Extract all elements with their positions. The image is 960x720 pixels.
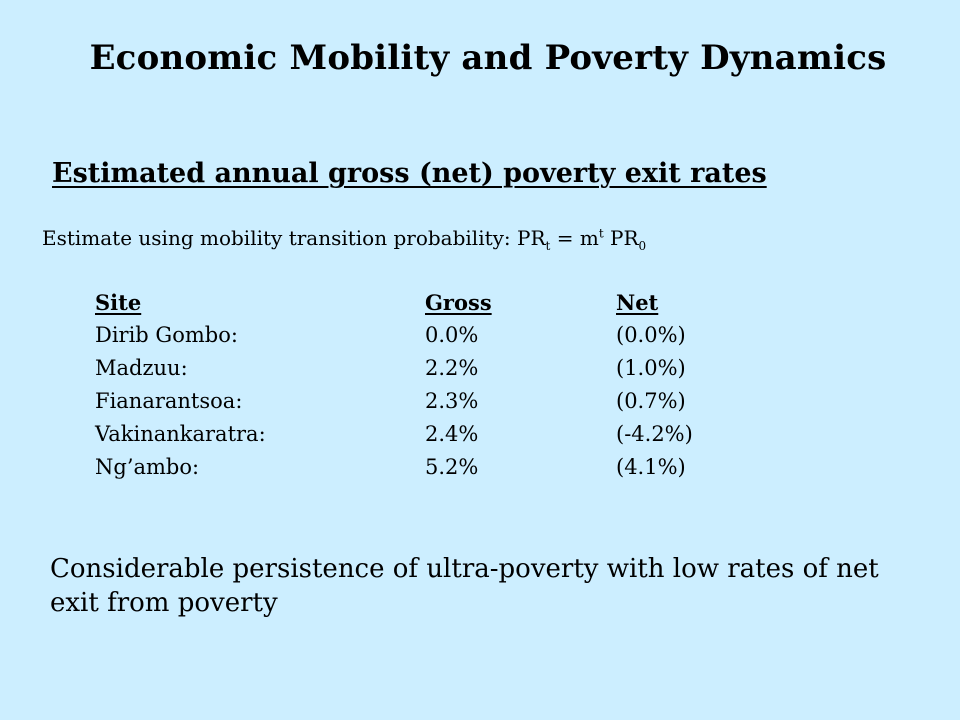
header-gross: Gross: [425, 290, 492, 315]
site-cell: Fianarantsoa:: [95, 389, 243, 413]
slide-title: Economic Mobility and Poverty Dynamics: [89, 38, 887, 78]
formula-sup-t: t: [598, 226, 604, 241]
formula-pr0: PR: [603, 226, 639, 250]
gross-cell: 2.3%: [425, 389, 479, 413]
formula-equals: = m: [550, 226, 599, 250]
net-cell: (0.7%): [616, 389, 686, 413]
gross-cell: 2.4%: [425, 422, 479, 446]
net-cell: (1.0%): [616, 356, 686, 380]
formula-prefix: Estimate using mobility transition proba…: [42, 226, 546, 250]
formula-sub-t: t: [545, 239, 551, 253]
gross-cell: 0.0%: [425, 323, 479, 347]
gross-cell: 2.2%: [425, 356, 479, 380]
site-cell: Ng’ambo:: [95, 455, 200, 479]
net-cell: (4.1%): [616, 455, 686, 479]
header-net: Net: [616, 290, 659, 315]
site-cell: Vakinankaratra:: [95, 422, 266, 446]
site-cell: Dirib Gombo:: [95, 323, 238, 347]
slide-subtitle: Estimated annual gross (net) poverty exi…: [52, 158, 767, 189]
site-cell: Madzuu:: [95, 356, 188, 380]
net-cell: (-4.2%): [616, 422, 693, 446]
header-site: Site: [95, 290, 142, 315]
conclusion-text: Considerable persistence of ultra-povert…: [50, 554, 879, 618]
gross-cell: 5.2%: [425, 455, 479, 479]
formula-line: Estimate using mobility transition proba…: [42, 226, 646, 253]
formula-sub-0: 0: [638, 239, 647, 253]
net-cell: (0.0%): [616, 323, 686, 347]
